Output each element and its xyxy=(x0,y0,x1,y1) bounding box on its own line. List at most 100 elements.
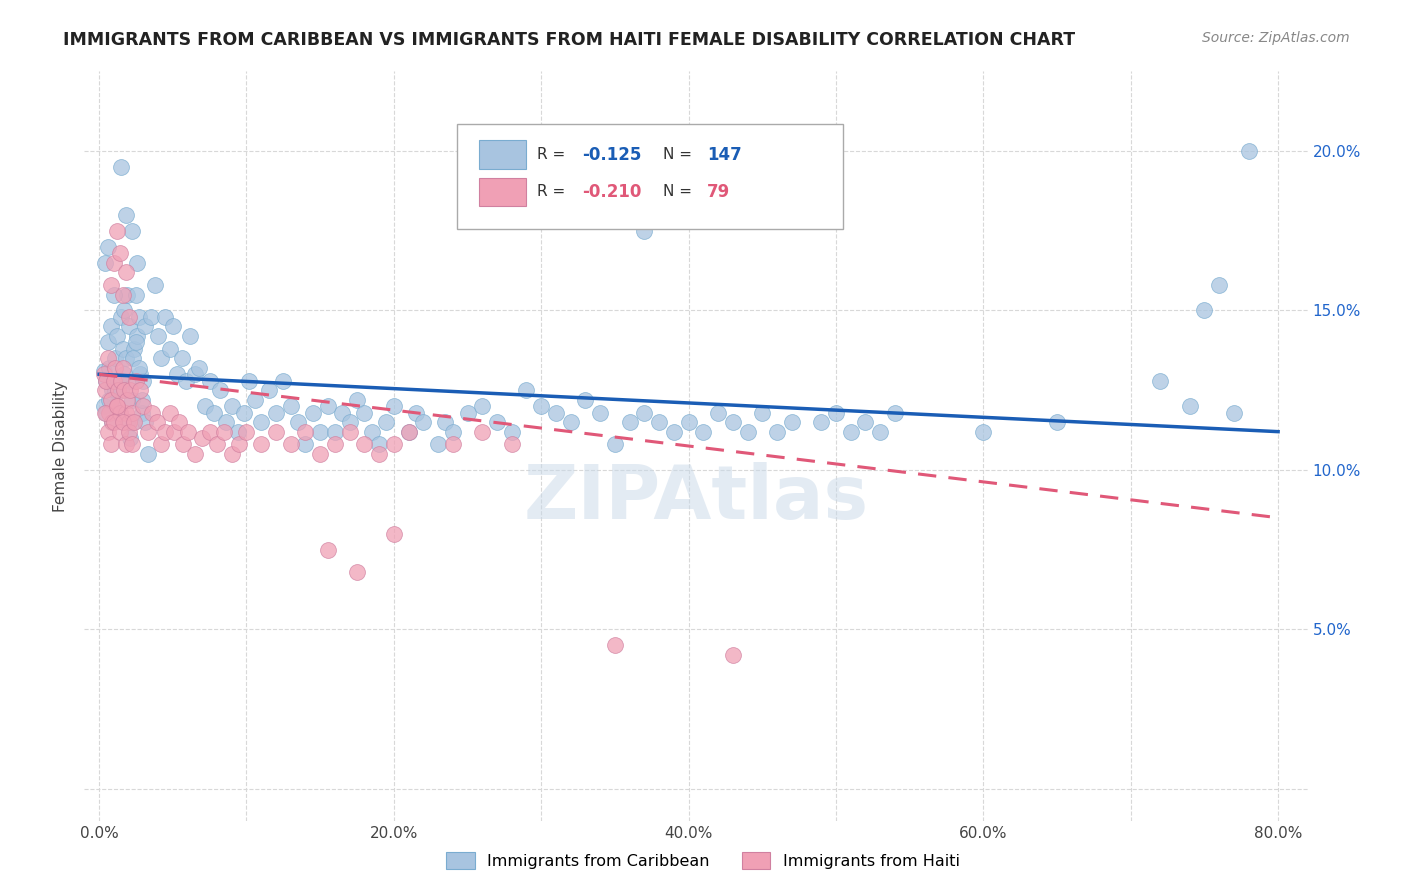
Point xyxy=(150,351,173,366)
Point xyxy=(111,415,134,429)
Point xyxy=(316,542,339,557)
Point xyxy=(301,405,323,419)
Point xyxy=(104,360,127,375)
Point xyxy=(94,255,117,269)
Point xyxy=(179,329,201,343)
Point xyxy=(162,319,184,334)
Point xyxy=(114,351,136,366)
Point xyxy=(104,383,127,397)
Point xyxy=(884,405,907,419)
Point xyxy=(114,208,136,222)
Point xyxy=(117,319,139,334)
Point xyxy=(159,405,181,419)
Point xyxy=(150,437,173,451)
Point xyxy=(560,415,582,429)
Point xyxy=(97,240,120,254)
Point xyxy=(221,447,243,461)
Point xyxy=(188,360,211,375)
Point xyxy=(127,255,149,269)
Point xyxy=(114,265,136,279)
Point xyxy=(678,415,700,429)
Point xyxy=(323,437,346,451)
Point xyxy=(530,399,553,413)
Point xyxy=(287,415,309,429)
Point xyxy=(250,415,273,429)
Point xyxy=(101,415,124,429)
Text: 79: 79 xyxy=(707,183,730,201)
Point xyxy=(108,425,131,439)
Point xyxy=(457,405,479,419)
Point xyxy=(97,335,120,350)
Point xyxy=(98,392,121,407)
Point xyxy=(112,368,135,382)
Point xyxy=(110,310,132,324)
Point xyxy=(280,399,302,413)
Point xyxy=(128,310,150,324)
Point xyxy=(501,425,523,439)
Point xyxy=(115,287,138,301)
Point xyxy=(869,425,891,439)
Point xyxy=(110,374,132,388)
Point xyxy=(117,415,139,429)
Point xyxy=(405,405,427,419)
Point xyxy=(221,399,243,413)
Point xyxy=(257,383,280,397)
Point xyxy=(136,425,159,439)
Point xyxy=(93,364,115,378)
Point xyxy=(103,399,125,413)
Point xyxy=(228,437,250,451)
Point xyxy=(245,392,267,407)
Point xyxy=(100,437,122,451)
Point xyxy=(96,374,118,388)
Point xyxy=(155,310,177,324)
Point xyxy=(124,342,146,356)
Point xyxy=(108,405,131,419)
Point xyxy=(198,374,221,388)
Point xyxy=(121,437,143,451)
Point xyxy=(232,405,254,419)
Point xyxy=(382,437,405,451)
Point xyxy=(633,224,655,238)
Point xyxy=(264,405,287,419)
Point xyxy=(1208,277,1230,292)
Point xyxy=(427,437,450,451)
Point xyxy=(107,405,129,419)
Point xyxy=(117,425,139,439)
Point xyxy=(101,415,124,429)
Point xyxy=(131,392,153,407)
Point xyxy=(471,425,494,439)
Point xyxy=(619,415,641,429)
Point xyxy=(346,565,368,579)
Point xyxy=(141,405,163,419)
Point xyxy=(205,437,228,451)
Point xyxy=(737,425,759,439)
Point xyxy=(441,425,464,439)
Point xyxy=(280,437,302,451)
Text: 147: 147 xyxy=(707,145,742,163)
Point xyxy=(134,415,156,429)
Point xyxy=(98,405,121,419)
Point xyxy=(194,399,217,413)
Point xyxy=(170,351,193,366)
Point xyxy=(1178,399,1201,413)
Point xyxy=(810,415,832,429)
Point xyxy=(115,415,138,429)
Point xyxy=(125,287,148,301)
Point xyxy=(323,425,346,439)
Point xyxy=(202,405,225,419)
Point xyxy=(339,425,361,439)
Point xyxy=(766,425,789,439)
Point xyxy=(412,415,434,429)
Point xyxy=(100,277,122,292)
Point xyxy=(110,160,132,174)
Point xyxy=(316,399,339,413)
Text: IMMIGRANTS FROM CARIBBEAN VS IMMIGRANTS FROM HAITI FEMALE DISABILITY CORRELATION: IMMIGRANTS FROM CARIBBEAN VS IMMIGRANTS … xyxy=(63,31,1076,49)
Point xyxy=(94,405,117,419)
Point xyxy=(122,351,145,366)
Point xyxy=(360,425,382,439)
Point xyxy=(111,360,134,375)
Point xyxy=(100,319,122,334)
Point xyxy=(273,374,295,388)
Point xyxy=(129,368,152,382)
Point xyxy=(339,415,361,429)
